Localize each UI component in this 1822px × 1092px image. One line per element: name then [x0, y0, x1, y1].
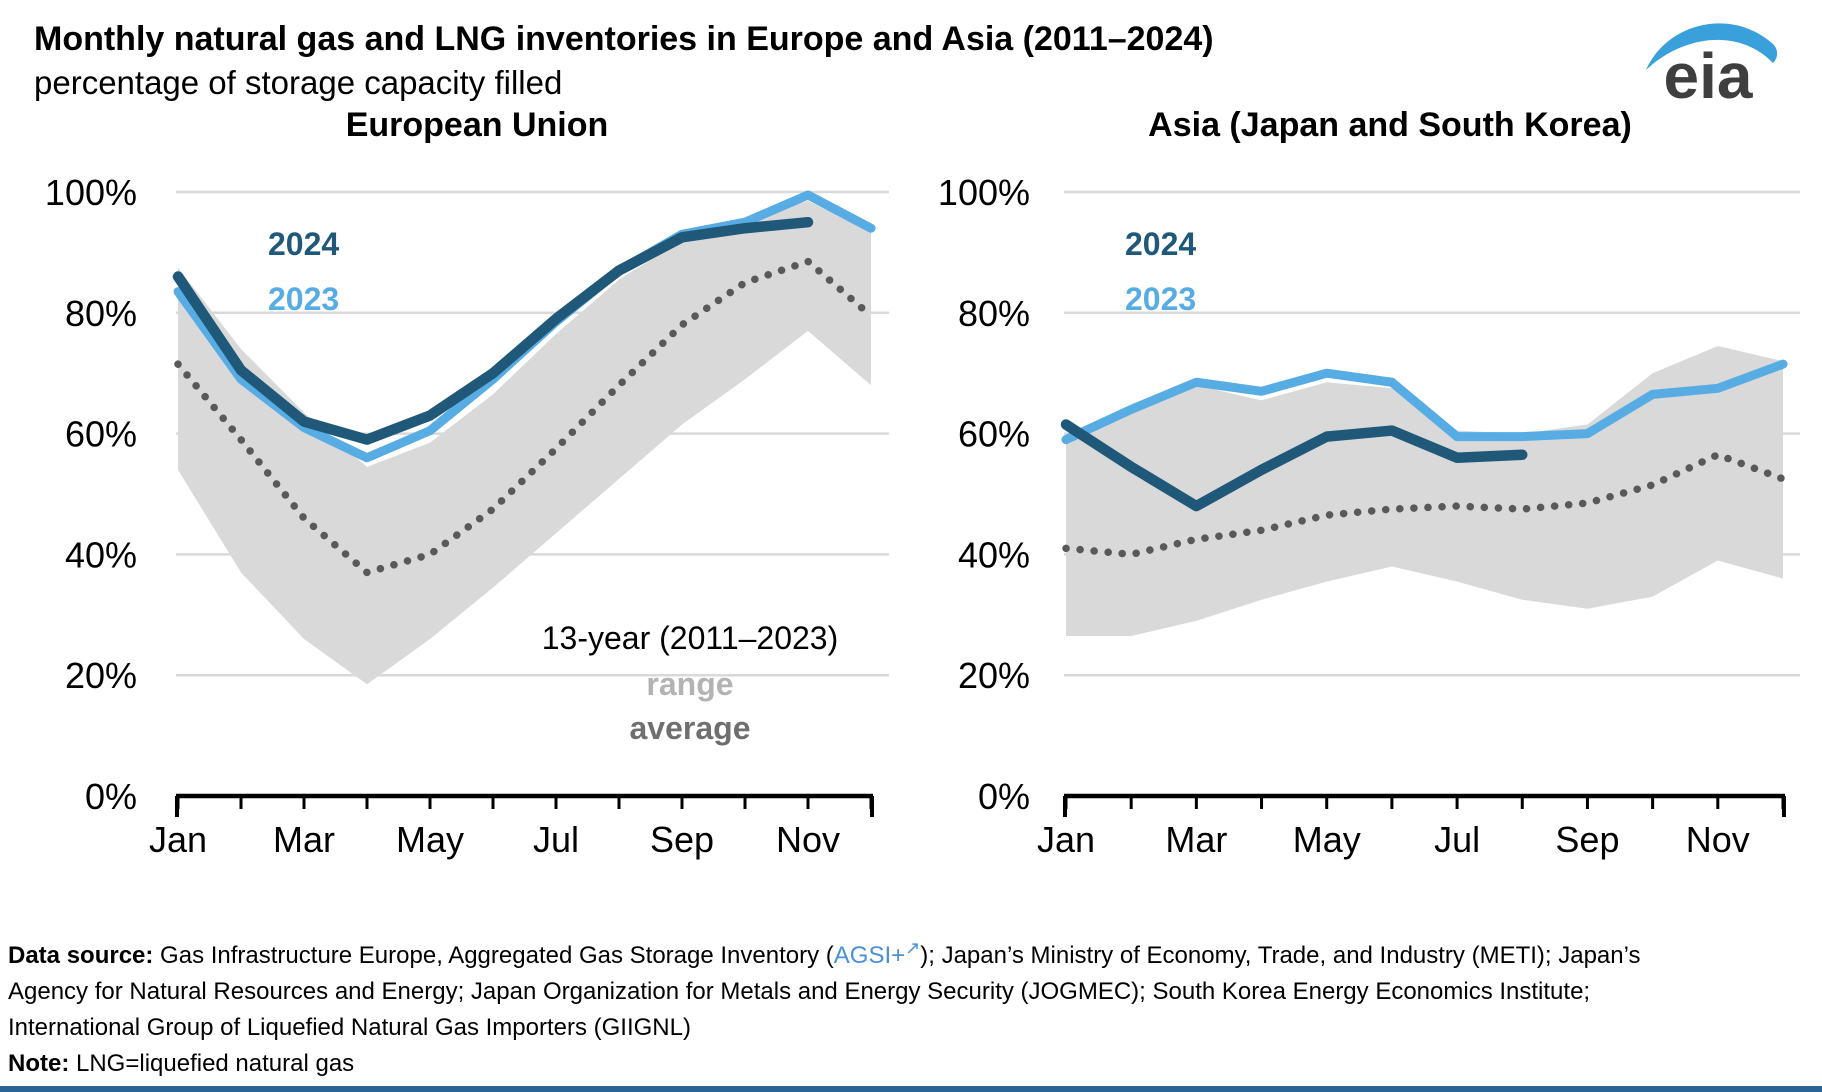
european_union-x-label-Jul: Jul [533, 819, 579, 860]
footer-source-line-2: Agency for Natural Resources and Energy;… [8, 978, 1591, 1005]
asia-y-label-20: 20% [958, 655, 1030, 696]
asia-y-label-60: 60% [958, 414, 1030, 455]
european_union-x-label-Jan: Jan [149, 819, 207, 860]
asia-x-label-Sep: Sep [1555, 819, 1619, 860]
eia-logo-text: eia [1664, 40, 1753, 106]
european_union-y-label-80: 80% [65, 293, 137, 334]
external-link-icon: ↗ [905, 938, 921, 958]
legend-asia-2023: 2023 [1125, 281, 1197, 317]
eia-logo: eia [1632, 10, 1784, 112]
asia-y-label-100: 100% [938, 172, 1030, 213]
european_union-y-label-100: 100% [45, 172, 137, 213]
footer-source-line-3: International Group of Liquefied Natural… [8, 1014, 691, 1041]
european_union-x-label-Mar: Mar [273, 819, 335, 860]
european_union-x-label-Sep: Sep [650, 819, 714, 860]
european_union-x-label-Nov: Nov [776, 819, 840, 860]
asia-x-label-Jul: Jul [1434, 819, 1480, 860]
legend-eu-2023: 2023 [268, 281, 340, 317]
page-title: Monthly natural gas and LNG inventories … [34, 20, 1214, 58]
asia-average-line [1062, 450, 1787, 559]
page-subtitle: percentage of storage capacity filled [34, 64, 563, 101]
panel-title-european-union: European Union [345, 106, 609, 144]
legend-asia-2024: 2024 [1125, 226, 1197, 262]
asia-range-band [1066, 346, 1783, 636]
asia-y-label-0: 0% [978, 776, 1030, 817]
data-source-label: Data source: [8, 942, 154, 969]
european_union-y-label-60: 60% [65, 414, 137, 455]
panel-title-asia: Asia (Japan and South Korea) [1148, 106, 1632, 144]
european_union-average-line [174, 257, 875, 577]
asia-2023-line [1061, 359, 1788, 445]
footer-source-line-1: Data source: Gas Infrastructure Europe, … [8, 938, 1641, 969]
european_union-y-label-20: 20% [65, 655, 137, 696]
asia-x-label-Mar: Mar [1165, 819, 1227, 860]
agsi-link[interactable]: AGSI+ [833, 942, 906, 969]
footer-accent-bar [0, 1086, 1822, 1092]
eia-logo-swoosh-icon [1646, 23, 1778, 70]
asia-x-label-May: May [1293, 819, 1361, 860]
annotation-range: range [646, 666, 734, 702]
note-label: Note: [8, 1050, 70, 1077]
annotation-13-year: 13-year (2011–2023) [541, 620, 839, 656]
asia-x-label-Jan: Jan [1037, 819, 1095, 860]
annotation-average: average [629, 710, 751, 746]
european_union-x-label-May: May [396, 819, 464, 860]
european_union-y-label-0: 0% [85, 776, 137, 817]
european_union-2024-line [172, 216, 814, 445]
european_union-y-label-40: 40% [65, 534, 137, 575]
footer-note-line: Note: LNG=liquefied natural gas [8, 1050, 355, 1077]
asia-chart: Jan Mar May Jul Sep Nov 0% 20% 40% 60% 80% 100% [938, 172, 1800, 860]
asia-2024-line [1060, 419, 1528, 512]
footer: Data source: Gas Infrastructure Europe, … [8, 930, 1813, 1082]
asia-y-label-80: 80% [958, 293, 1030, 334]
asia-y-label-40: 40% [958, 534, 1030, 575]
european_union-chart: Jan Mar May Jul Sep Nov 0% 20% 40% 60% 80% 100% [45, 172, 889, 860]
legend-eu-2024: 2024 [268, 226, 340, 262]
european_union-range-band [178, 201, 871, 685]
asia-x-label-Nov: Nov [1686, 819, 1750, 860]
